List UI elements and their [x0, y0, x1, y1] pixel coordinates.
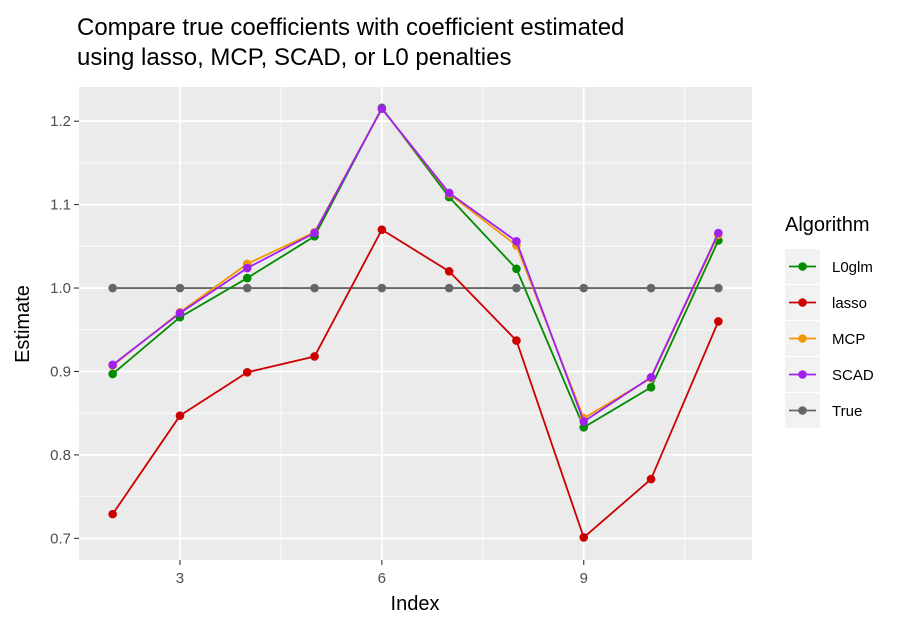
data-point-true — [646, 283, 656, 293]
data-point-scad — [579, 417, 589, 426]
series-line-lasso — [111, 228, 720, 539]
legend-item-l0glm: L0glm — [785, 249, 873, 284]
data-point-true — [512, 283, 521, 293]
data-point-scad — [646, 373, 656, 382]
chart-title-line-1: Compare true coefficients with coefficie… — [77, 14, 624, 41]
data-point-scad — [512, 237, 521, 246]
data-point-l0glm — [242, 273, 252, 283]
data-point-scad — [175, 308, 185, 318]
legend-label: SCAD — [832, 367, 874, 384]
legend-item-true: True — [785, 393, 862, 428]
y-tick-label: 1.2 — [50, 113, 71, 130]
data-point-l0glm — [512, 264, 521, 274]
data-point-lasso — [175, 411, 185, 420]
legend-key-point — [798, 298, 807, 307]
legend-label: True — [832, 403, 862, 420]
data-point-true — [714, 283, 723, 293]
data-point-lasso — [242, 368, 252, 377]
data-point-true — [444, 283, 454, 293]
legend-item-scad: SCAD — [785, 357, 874, 392]
data-point-lasso — [714, 317, 723, 326]
data-point-scad — [714, 228, 723, 238]
series-lasso — [108, 225, 723, 542]
y-tick-label: 0.7 — [50, 530, 71, 547]
x-tick-label: 9 — [580, 570, 588, 587]
legend-key-point — [798, 334, 807, 343]
data-point-true — [108, 283, 117, 293]
data-point-true — [310, 283, 319, 293]
legend-label: L0glm — [832, 259, 873, 276]
x-tick-label: 6 — [378, 570, 386, 587]
data-point-lasso — [310, 352, 319, 361]
legend-key-point — [798, 370, 807, 379]
legend-title: Algorithm — [785, 214, 869, 236]
data-point-scad — [242, 263, 252, 273]
data-point-scad — [108, 360, 117, 370]
data-point-lasso — [646, 474, 656, 484]
legend-key-point — [798, 262, 807, 271]
data-point-l0glm — [646, 383, 656, 392]
y-tick-label: 1.1 — [50, 197, 71, 214]
data-point-scad — [444, 188, 454, 198]
legend-label: lasso — [832, 295, 867, 312]
plot-panel — [79, 87, 752, 560]
legend: Algorithm L0glm lasso MCP SCAD True — [785, 214, 874, 428]
y-tick-label: 0.9 — [50, 363, 71, 380]
legend-key-point — [798, 406, 807, 415]
y-tick-label: 0.8 — [50, 447, 71, 464]
data-point-lasso — [377, 225, 387, 234]
data-point-lasso — [108, 509, 117, 519]
y-axis-title: Estimate — [12, 285, 34, 363]
data-point-scad — [377, 104, 387, 113]
legend-label: MCP — [832, 331, 865, 348]
x-axis-title: Index — [391, 593, 440, 615]
series-scad — [108, 104, 723, 426]
data-point-l0glm — [108, 369, 117, 379]
axes-layer: 3 6 9 0.7 0.8 0.9 1.0 1.1 1.2 — [50, 113, 588, 587]
x-tick-label: 3 — [176, 570, 184, 587]
data-point-true — [579, 283, 589, 293]
y-tick-label: 1.0 — [50, 280, 71, 297]
legend-item-lasso: lasso — [785, 285, 867, 320]
legend-item-mcp: MCP — [785, 321, 865, 356]
chart-title-line-2: using lasso, MCP, SCAD, or L0 penalties — [77, 44, 511, 71]
data-point-true — [377, 283, 387, 293]
series-line-scad — [112, 107, 720, 423]
minor-gridlines — [79, 87, 752, 560]
series-layer — [108, 103, 723, 542]
data-point-true — [175, 283, 185, 293]
data-point-lasso — [444, 267, 454, 276]
data-point-lasso — [512, 336, 521, 345]
data-point-scad — [310, 228, 319, 238]
data-point-true — [242, 283, 252, 293]
data-point-lasso — [579, 533, 589, 542]
